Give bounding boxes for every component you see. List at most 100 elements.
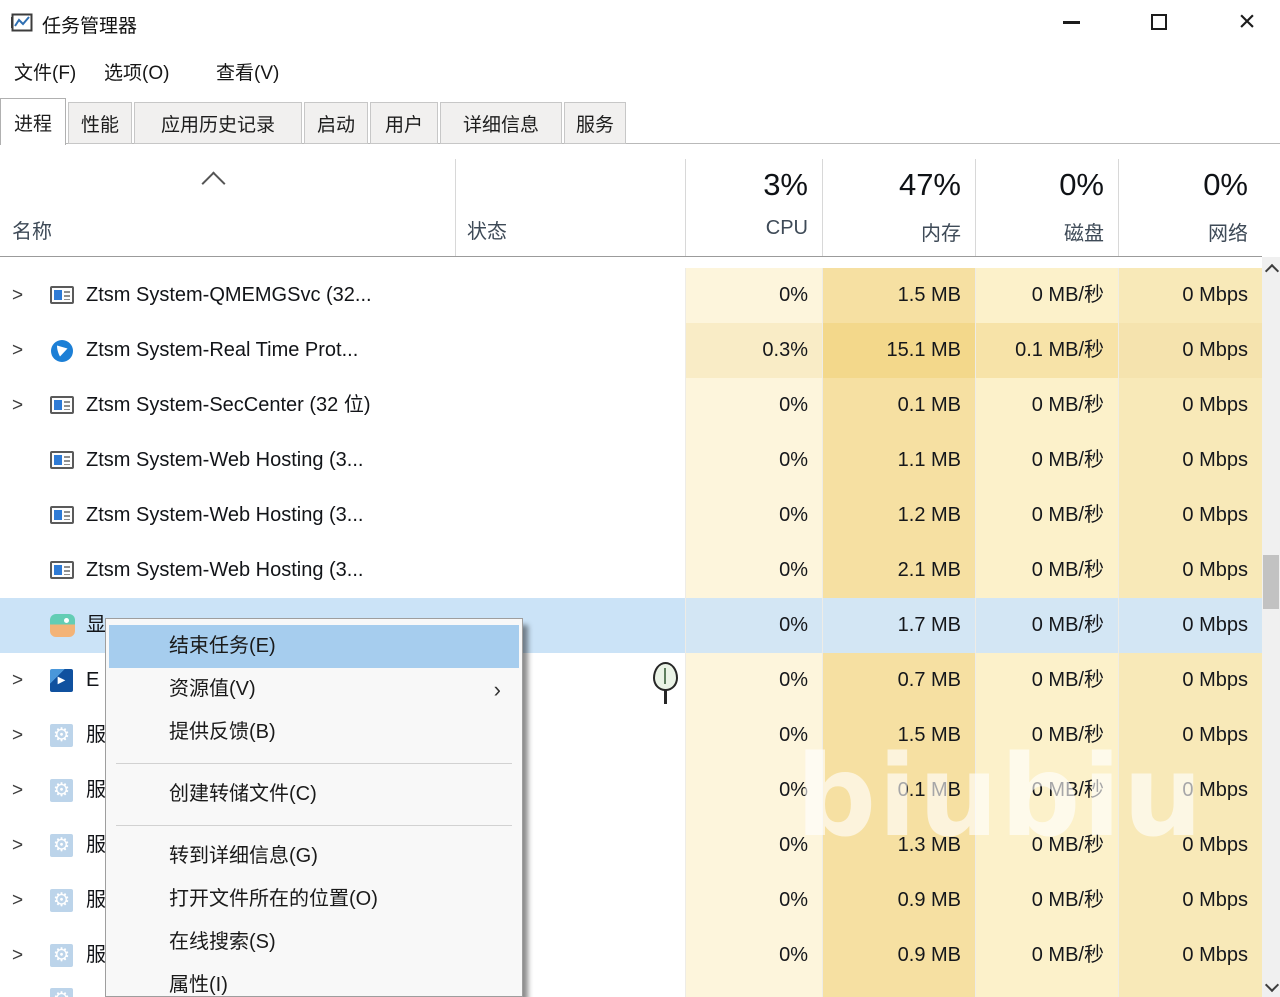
column-header-name[interactable]: 名称 — [12, 221, 52, 243]
gear-icon: ⚙ — [50, 779, 76, 803]
table-row[interactable]: Ztsm System-Web Hosting (3... 0% 2.1 MB 0 M… — [0, 543, 1262, 598]
process-name: Ztsm System-SecCenter (32 位) — [86, 394, 371, 416]
network-label: 网络 — [1208, 223, 1248, 245]
disk-cell: 0 MB/秒 — [975, 268, 1118, 323]
memory-cell: 0.1 MB — [822, 763, 975, 818]
disk-cell: 0 MB/秒 — [975, 433, 1118, 488]
table-row[interactable]: > ▶ E 0% 0.7 MB 0 MB/秒 0 Mbps — [0, 653, 1262, 708]
scroll-down-icon[interactable] — [1264, 977, 1280, 993]
pin-head — [653, 662, 678, 691]
table-row[interactable]: > ⚙ 服 0% 0.9 MB 0 MB/秒 0 Mbps — [0, 928, 1262, 983]
expand-chevron-icon[interactable]: > — [12, 780, 24, 801]
expand-chevron-icon[interactable]: > — [12, 835, 24, 856]
context-menu-item-6[interactable]: 转到详细信息(G) — [169, 845, 318, 867]
memory-label: 内存 — [921, 223, 961, 245]
cpu-cell: 0% — [685, 488, 822, 543]
process-name: 服 — [86, 724, 106, 746]
maximize-button[interactable] — [1128, 0, 1190, 44]
table-row[interactable]: Ztsm System-Web Hosting (3... 0% 1.1 MB 0 M… — [0, 433, 1262, 488]
tab-startup[interactable]: 启动 — [304, 102, 368, 144]
disk-cell — [975, 983, 1118, 997]
vertical-scrollbar[interactable] — [1262, 257, 1280, 997]
menu-separator — [116, 763, 512, 764]
expand-chevron-icon[interactable]: > — [12, 340, 24, 361]
expand-chevron-icon[interactable]: > — [12, 945, 24, 966]
memory-cell: 15.1 MB — [822, 323, 975, 378]
task-manager-app-icon — [11, 13, 33, 32]
disk-cell: 0 MB/秒 — [975, 928, 1118, 983]
gear-icon: ⚙ — [50, 944, 76, 968]
expand-chevron-icon[interactable]: > — [12, 395, 24, 416]
tab-processes[interactable]: 进程 — [0, 98, 66, 145]
cpu-cell: 0% — [685, 763, 822, 818]
table-row[interactable]: > ⚙ 服 0% 1.3 MB 0 MB/秒 0 Mbps — [0, 818, 1262, 873]
tab-services[interactable]: 服务 — [564, 102, 626, 144]
cursor-pin-icon — [653, 662, 683, 706]
tab-performance[interactable]: 性能 — [68, 102, 132, 144]
gear-icon: ⚙ — [50, 988, 76, 997]
disk-cell: 0 MB/秒 — [975, 763, 1118, 818]
disk-cell: 0 MB/秒 — [975, 873, 1118, 928]
context-menu-item-0[interactable]: 结束任务(E) — [109, 625, 519, 668]
menu-options[interactable]: 选项(O) — [104, 63, 170, 84]
menu-file[interactable]: 文件(F) — [14, 63, 77, 84]
tab-users[interactable]: 用户 — [370, 102, 438, 144]
network-total-percent: 0% — [1203, 167, 1248, 202]
table-row[interactable]: Ztsm System-Web Hosting (3... 0% 1.2 MB 0 M… — [0, 488, 1262, 543]
expand-chevron-icon[interactable]: > — [12, 285, 24, 306]
table-header: 名称 状态 3% CPU 47% 内存 0% 磁盘 0% 网络 — [0, 155, 1262, 257]
disk-cell: 0 MB/秒 — [975, 488, 1118, 543]
disk-cell: 0 MB/秒 — [975, 653, 1118, 708]
context-menu-item-2[interactable]: 提供反馈(B) — [169, 721, 276, 743]
process-name: Ztsm System-QMEMGSvc (32... — [86, 284, 372, 306]
context-menu-item-9[interactable]: 属性(I) — [169, 974, 228, 996]
process-name: Ztsm System-Real Time Prot... — [86, 339, 359, 361]
context-menu-item-1[interactable]: 资源值(V) › — [109, 668, 519, 711]
context-menu-item-8[interactable]: 在线搜索(S) — [169, 931, 276, 953]
context-menu-item-4[interactable]: 创建转储文件(C) — [169, 783, 317, 805]
process-name: 服 — [86, 779, 106, 801]
maximize-icon — [1151, 14, 1167, 30]
table-row[interactable]: > ⚙ 服 0% 0.9 MB 0 MB/秒 0 Mbps — [0, 873, 1262, 928]
table-row[interactable]: > Ztsm System-Real Time Prot... 0.3% 15.1 M… — [0, 323, 1262, 378]
memory-cell: 0.9 MB — [822, 928, 975, 983]
minimize-button[interactable] — [1040, 0, 1102, 44]
network-cell: 0 Mbps — [1118, 653, 1262, 708]
cpu-cell: 0% — [685, 653, 822, 708]
scroll-up-icon[interactable] — [1264, 263, 1280, 279]
gear-icon: ⚙ — [50, 834, 76, 858]
column-header-network[interactable]: 0% 网络 — [1118, 155, 1262, 257]
memory-cell: 0.7 MB — [822, 653, 975, 708]
disk-cell: 0 MB/秒 — [975, 598, 1118, 653]
photo-icon — [50, 614, 76, 638]
scrollbar-thumb[interactable] — [1263, 555, 1279, 609]
table-row[interactable]: > ⚙ 服 0% 1.5 MB 0 MB/秒 0 Mbps — [0, 708, 1262, 763]
menu-view[interactable]: 查看(V) — [216, 63, 280, 84]
expand-chevron-icon[interactable]: > — [12, 725, 24, 746]
context-menu-item-7[interactable]: 打开文件所在的位置(O) — [169, 888, 378, 910]
tab-app-history[interactable]: 应用历史记录 — [134, 102, 302, 144]
table-row[interactable]: > ⚙ 服 0% 0.1 MB 0 MB/秒 0 Mbps — [0, 763, 1262, 818]
cpu-cell: 0% — [685, 873, 822, 928]
table-row[interactable]: > Ztsm System-QMEMGSvc (32... 0% 1.5 MB 0 MB… — [0, 268, 1262, 323]
expand-chevron-icon[interactable]: > — [12, 890, 24, 911]
close-button[interactable]: × — [1216, 0, 1278, 44]
memory-cell: 1.5 MB — [822, 708, 975, 763]
memory-cell: 2.1 MB — [822, 543, 975, 598]
context-menu: 结束任务(E) 资源值(V) › 提供反馈(B) 创建转储文件(C) 转到详细信息(G) 打… — [105, 618, 523, 997]
column-header-cpu[interactable]: 3% CPU — [685, 155, 822, 257]
expand-chevron-icon[interactable]: > — [12, 670, 24, 691]
network-cell — [1118, 983, 1262, 997]
column-header-memory[interactable]: 47% 内存 — [822, 155, 975, 257]
tab-details[interactable]: 详细信息 — [440, 102, 562, 144]
column-header-status[interactable]: 状态 — [467, 221, 507, 243]
table-row[interactable]: ⚙ — [0, 983, 1262, 997]
table-row[interactable]: > Ztsm System-SecCenter (32 位) 0% 0.1 MB 0 M… — [0, 378, 1262, 433]
app-window-icon — [50, 394, 76, 418]
network-cell: 0 Mbps — [1118, 598, 1262, 653]
column-divider — [1118, 159, 1119, 256]
cpu-cell: 0% — [685, 378, 822, 433]
process-name: 显 — [86, 614, 106, 636]
table-row[interactable]: 显 0% 1.7 MB 0 MB/秒 0 Mbps — [0, 598, 1262, 653]
column-header-disk[interactable]: 0% 磁盘 — [975, 155, 1118, 257]
